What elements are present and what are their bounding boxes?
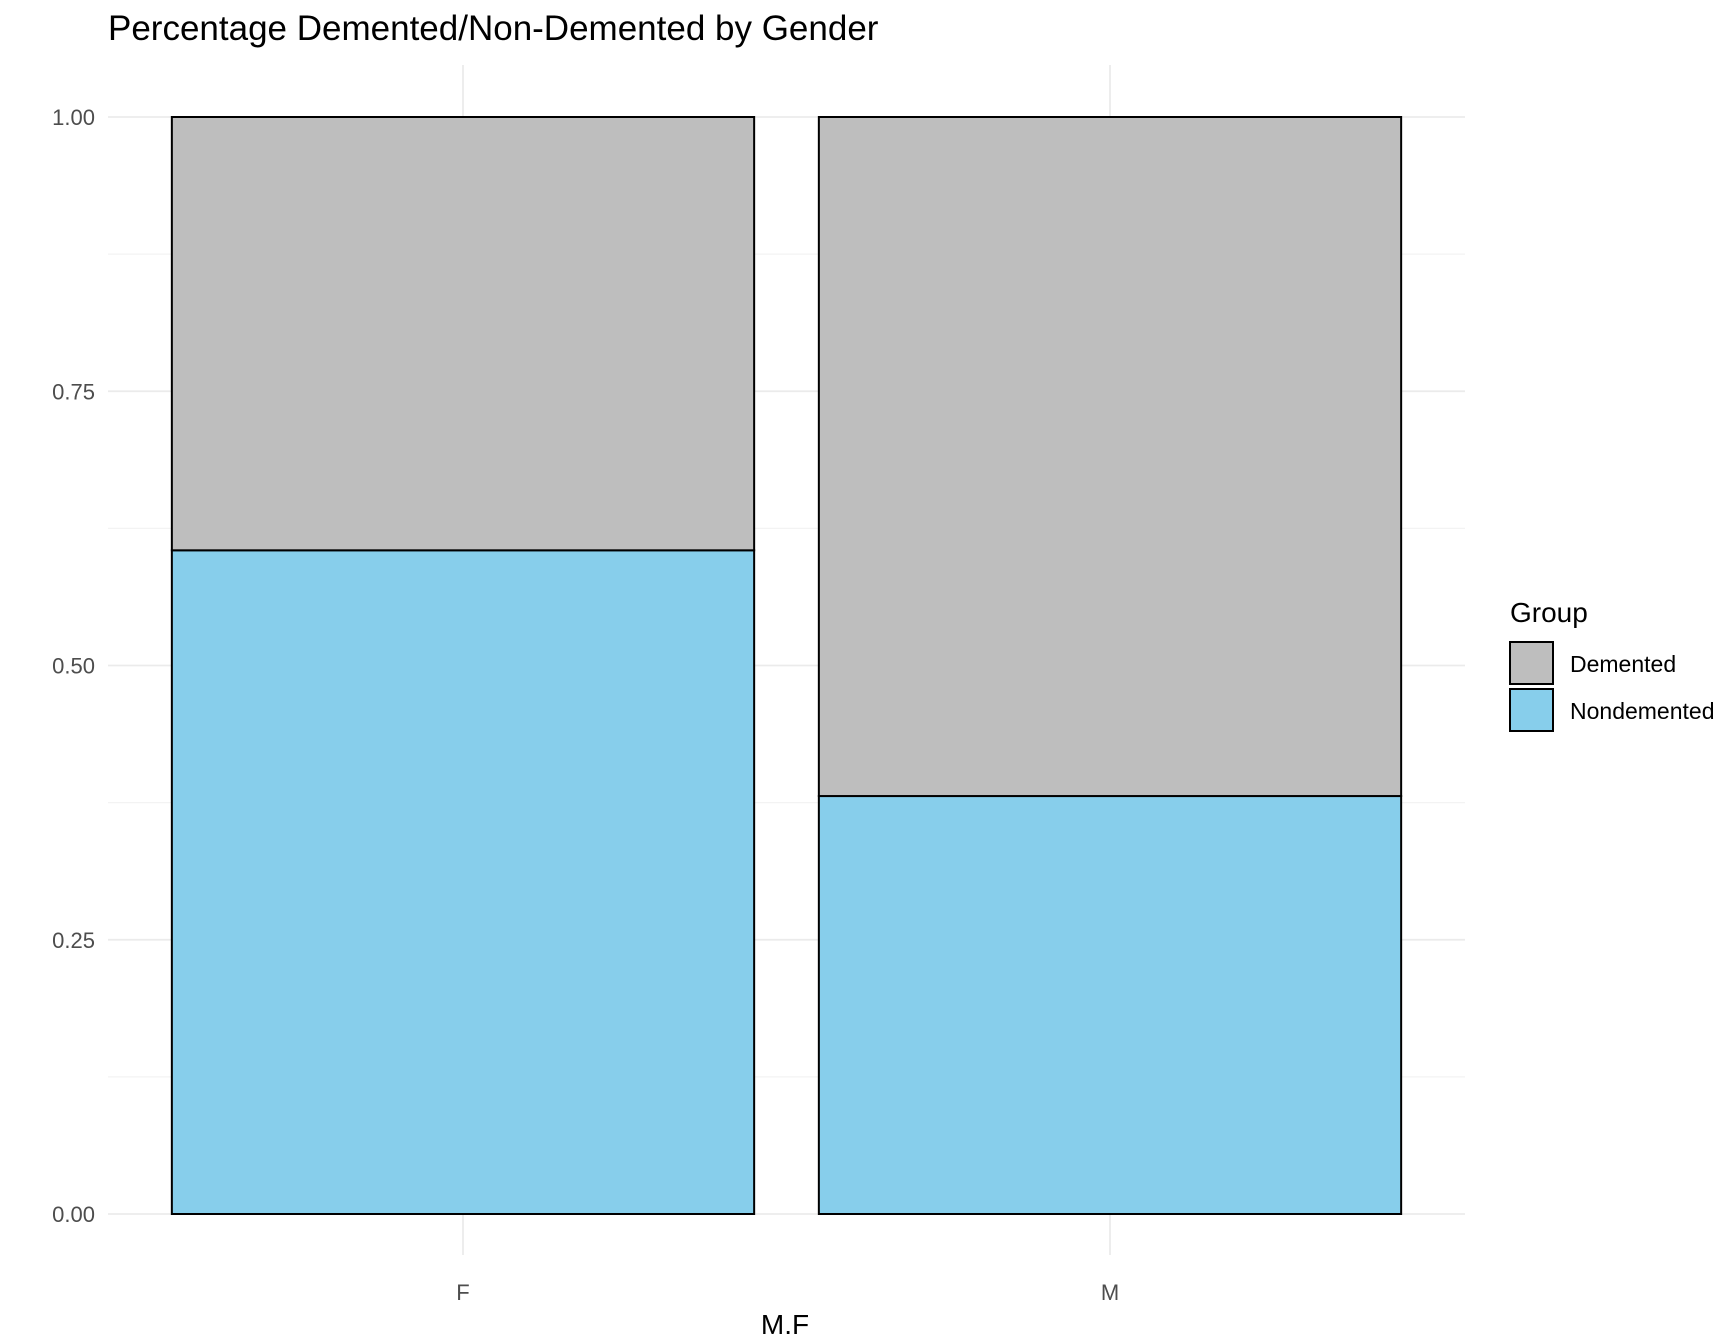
bar-demented-m — [817, 116, 1403, 798]
bar-demented-f — [170, 116, 756, 552]
legend-items: Demented Nondemented — [1509, 641, 1715, 732]
bars — [170, 116, 1403, 1216]
legend-key-demented — [1509, 641, 1554, 685]
legend-title: Group — [1510, 597, 1588, 628]
legend-label: Nondemented — [1570, 698, 1715, 724]
y-axis-ticks: 0.00 0.25 0.50 0.75 1.00 — [52, 105, 95, 1227]
y-tick-label: 0.25 — [52, 928, 95, 953]
x-axis-title: M.F — [761, 1309, 809, 1340]
x-tick-label: F — [456, 1280, 469, 1305]
y-tick-label: 1.00 — [52, 105, 95, 130]
x-tick-label: M — [1101, 1280, 1119, 1305]
y-tick-label: 0.00 — [52, 1202, 95, 1227]
y-tick-label: 0.50 — [52, 654, 95, 679]
legend-key-nondemented — [1509, 688, 1554, 732]
bar-nondemented-f — [170, 549, 756, 1215]
bar-nondemented-m — [817, 795, 1403, 1216]
legend-label: Demented — [1570, 651, 1676, 677]
legend: Group Demented Nondemented — [1509, 597, 1715, 732]
chart-title: Percentage Demented/Non-Demented by Gend… — [108, 9, 879, 48]
y-tick-label: 0.75 — [52, 379, 95, 404]
